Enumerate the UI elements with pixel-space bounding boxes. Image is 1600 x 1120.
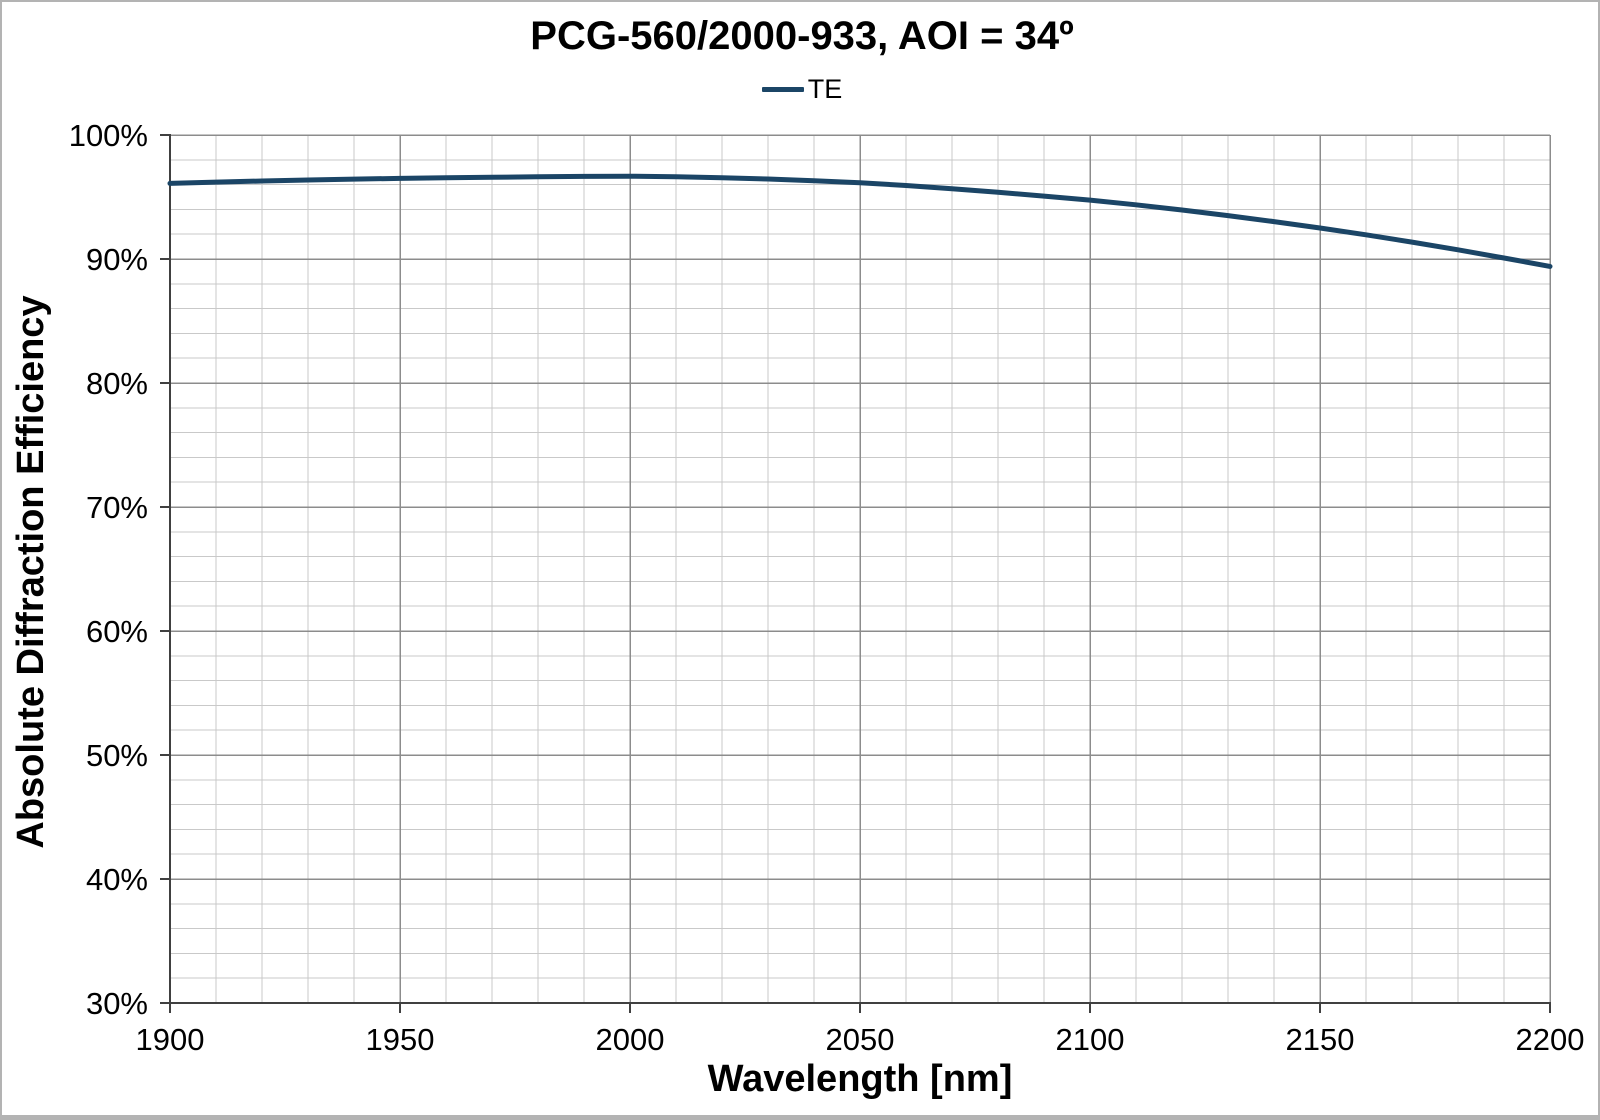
series-line-te (167, 173, 1553, 269)
y-tick-label: 80% (86, 366, 148, 401)
x-tick-label: 2050 (826, 1022, 895, 1057)
y-tick-label: 50% (86, 738, 148, 773)
x-tick-label: 1900 (136, 1022, 205, 1057)
y-tick-label: 40% (86, 862, 148, 897)
y-tick-label: 60% (86, 614, 148, 649)
x-tick-label: 2150 (1286, 1022, 1355, 1057)
x-axis-title: Wavelength [nm] (707, 1058, 1013, 1100)
x-tick-label: 2000 (596, 1022, 665, 1057)
x-tick-label: 2200 (1516, 1022, 1585, 1057)
legend: TE (2, 74, 1598, 105)
legend-te-label: TE (807, 74, 843, 104)
y-tick-label: 100% (69, 118, 148, 153)
y-tick-label: 30% (86, 986, 148, 1021)
legend-te-line-swatch (761, 87, 804, 92)
chart-title: PCG-560/2000-933, AOI = 34º (530, 14, 1074, 58)
x-tick-label: 1950 (366, 1022, 435, 1057)
y-tick-label: 90% (86, 242, 148, 277)
y-tick-label: 70% (86, 490, 148, 525)
x-tick-label: 2100 (1056, 1022, 1125, 1057)
